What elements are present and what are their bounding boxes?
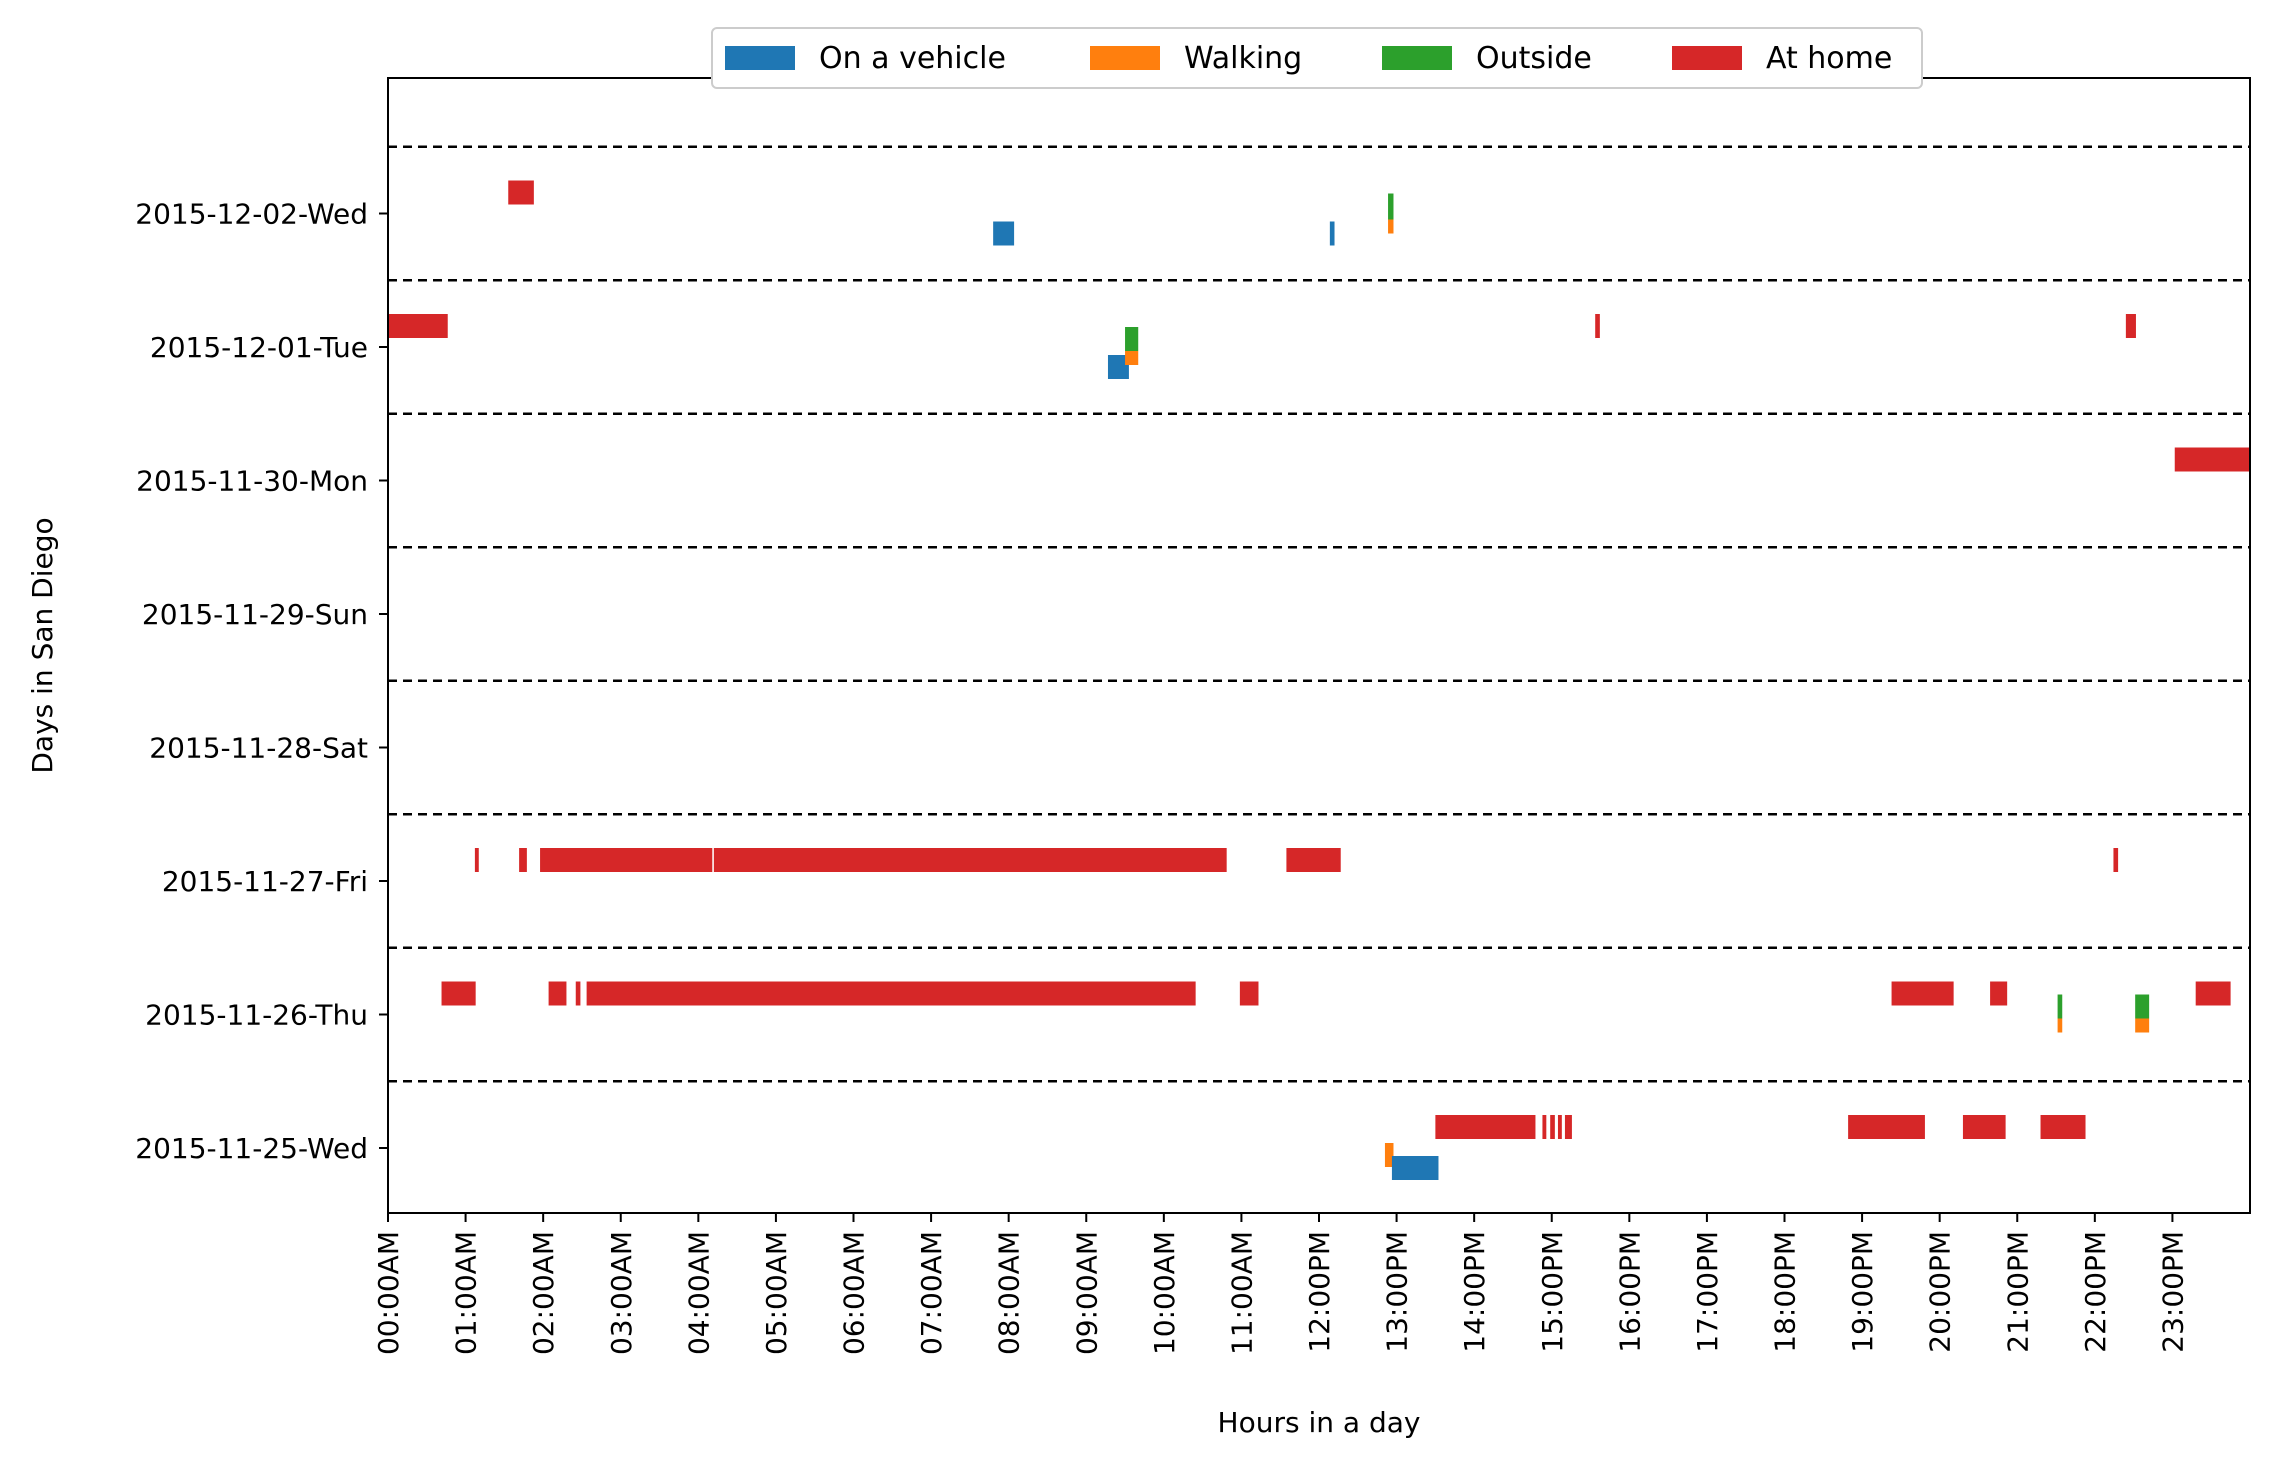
- segment-outside: [1388, 193, 1394, 220]
- legend-label-vehicle: On a vehicle: [819, 41, 1006, 76]
- legend-swatch-outside: [1382, 46, 1452, 70]
- segment-home: [548, 981, 567, 1006]
- segment-vehicle: [993, 221, 1015, 246]
- y-tick-label: 2015-11-28-Sat: [149, 732, 368, 765]
- segment-walking: [1384, 1143, 1394, 1167]
- x-tick-label: 06:00AM: [838, 1231, 871, 1355]
- x-tick-label: 07:00AM: [915, 1231, 948, 1355]
- segment-home: [1990, 981, 2008, 1006]
- segment-walking: [1388, 219, 1394, 234]
- segment-vehicle: [1329, 221, 1335, 246]
- segment-walking: [1125, 351, 1139, 365]
- segment-home: [713, 848, 1227, 872]
- x-tick-label: 14:00PM: [1458, 1231, 1491, 1353]
- x-tick-label: 23:00PM: [2156, 1231, 2189, 1353]
- segment-outside: [1125, 327, 1139, 351]
- segment-outside: [2057, 994, 2063, 1019]
- activity-segments: [388, 180, 2250, 1180]
- legend-label-home: At home: [1766, 41, 1892, 76]
- y-tick-label: 2015-11-29-Sun: [142, 598, 368, 631]
- x-tick-label: 17:00PM: [1691, 1231, 1724, 1353]
- segment-outside: [2135, 994, 2150, 1019]
- segment-home: [1557, 1115, 1562, 1139]
- y-tick-label: 2015-11-25-Wed: [135, 1132, 368, 1165]
- legend-box: [711, 27, 1923, 89]
- x-tick-label: 09:00AM: [1070, 1231, 1103, 1355]
- segment-home: [1239, 981, 1259, 1006]
- x-tick-label: 05:00AM: [760, 1231, 793, 1355]
- x-tick-label: 18:00PM: [1769, 1231, 1802, 1353]
- segment-home: [1435, 1115, 1536, 1139]
- segment-vehicle: [1391, 1156, 1439, 1180]
- legend-swatch-vehicle: [725, 46, 795, 70]
- segment-home: [1962, 1115, 2006, 1139]
- legend-swatch-home: [1672, 46, 1742, 70]
- segment-home: [2040, 1115, 2086, 1139]
- y-tick-label: 2015-12-02-Wed: [135, 198, 368, 231]
- segment-walking: [2135, 1018, 2150, 1033]
- segment-vehicle: [1107, 355, 1129, 379]
- x-tick-label: 15:00PM: [1536, 1231, 1569, 1353]
- x-tick-label: 10:00AM: [1148, 1231, 1181, 1355]
- x-tick-label: 13:00PM: [1381, 1231, 1414, 1353]
- segment-walking: [2057, 1018, 2063, 1033]
- x-tick-label: 00:00AM: [372, 1231, 405, 1355]
- legend-label-outside: Outside: [1476, 41, 1592, 76]
- segment-home: [474, 848, 479, 872]
- y-tick-label: 2015-11-26-Thu: [145, 999, 368, 1032]
- segment-home: [1550, 1115, 1555, 1139]
- y-axis-title: Days in San Diego: [26, 517, 59, 773]
- segment-home: [2174, 447, 2250, 472]
- x-axis: 00:00AM 01:00AM 02:00AM 03:00AM 04:00AM 05:00…: [372, 1213, 2189, 1355]
- x-tick-label: 03:00AM: [605, 1231, 638, 1355]
- x-tick-label: 02:00AM: [527, 1231, 560, 1355]
- legend-label-walking: Walking: [1184, 41, 1302, 76]
- x-tick-label: 12:00PM: [1303, 1231, 1336, 1353]
- segment-home: [540, 848, 713, 872]
- y-tick-label: 2015-11-30-Mon: [136, 465, 368, 498]
- segment-home: [2195, 981, 2231, 1006]
- segment-home: [1564, 1115, 1572, 1139]
- y-axis: 2015-11-25-Wed 2015-11-26-Thu 2015-11-27-F…: [135, 198, 388, 1165]
- legend: On a vehicle Walking Outside At home: [711, 27, 1923, 89]
- x-tick-label: 20:00PM: [1924, 1231, 1957, 1353]
- segment-home: [1848, 1115, 1925, 1139]
- segment-home: [2125, 314, 2136, 338]
- day-separators: [388, 145, 2250, 1083]
- x-tick-label: 21:00PM: [2001, 1231, 2034, 1353]
- x-tick-label: 08:00AM: [993, 1231, 1026, 1355]
- x-tick-label: 11:00AM: [1225, 1231, 1258, 1355]
- x-tick-label: 01:00AM: [450, 1231, 483, 1355]
- segment-home: [2113, 848, 2119, 872]
- segment-home: [1891, 981, 1954, 1006]
- legend-swatch-walking: [1090, 46, 1160, 70]
- segment-home: [441, 981, 476, 1006]
- y-tick-label: 2015-12-01-Tue: [150, 331, 368, 364]
- y-tick-label: 2015-11-27-Fri: [162, 865, 368, 898]
- x-tick-label: 19:00PM: [1846, 1231, 1879, 1353]
- segment-home: [586, 981, 1196, 1006]
- segment-home: [508, 180, 534, 205]
- x-axis-title: Hours in a day: [1218, 1406, 1421, 1439]
- x-tick-label: 04:00AM: [682, 1231, 715, 1355]
- segment-home: [1542, 1115, 1547, 1139]
- segment-home: [1595, 314, 1600, 338]
- x-tick-label: 22:00PM: [2079, 1231, 2112, 1353]
- segment-home: [519, 848, 527, 872]
- segment-home: [388, 314, 448, 338]
- segment-home: [575, 981, 581, 1006]
- segment-home: [1286, 848, 1341, 872]
- x-tick-label: 16:00PM: [1613, 1231, 1646, 1353]
